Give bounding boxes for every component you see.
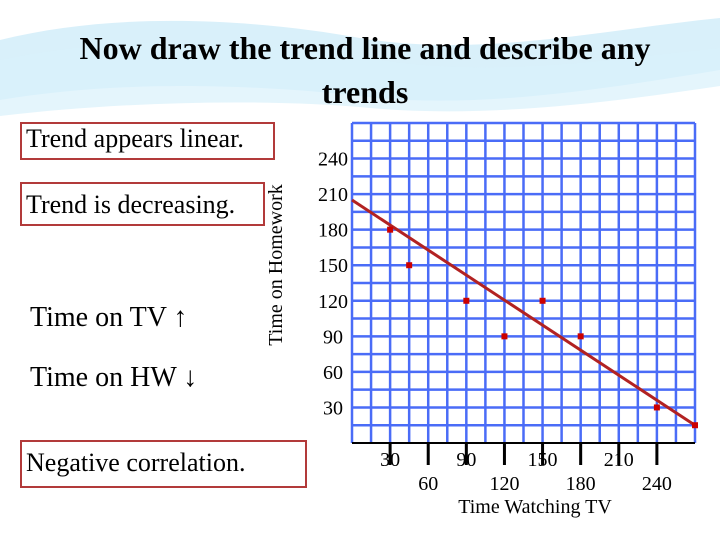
data-point bbox=[692, 422, 698, 429]
y-tick-label: 120 bbox=[318, 291, 348, 313]
trend-linear-note: Trend appears linear. bbox=[20, 122, 275, 160]
y-tick-label: 240 bbox=[318, 149, 348, 171]
page-title-line-2: trends bbox=[321, 74, 409, 110]
title-banner bbox=[0, 18, 720, 116]
x-tick-label: 120 bbox=[489, 473, 519, 495]
arrow-up-icon: ↑ bbox=[173, 302, 188, 333]
y-tick-label: 90 bbox=[323, 326, 343, 348]
y-tick-label: 150 bbox=[318, 255, 348, 277]
data-point bbox=[387, 226, 394, 233]
hw-time-statement: Time on HW ↓ bbox=[30, 362, 197, 394]
data-point bbox=[463, 297, 470, 304]
x-tick-label: 210 bbox=[604, 449, 634, 471]
arrow-down-icon: ↓ bbox=[183, 362, 198, 393]
x-tick-label: 240 bbox=[642, 473, 672, 495]
y-tick-label: 60 bbox=[323, 362, 343, 384]
data-point bbox=[577, 333, 584, 340]
x-tick-label: 150 bbox=[528, 449, 558, 471]
tv-time-statement: Time on TV ↑ bbox=[30, 302, 187, 334]
trend-line bbox=[351, 198, 696, 427]
tv-time-label: Time on TV bbox=[30, 302, 167, 333]
data-point bbox=[653, 404, 660, 411]
trend-decreasing-note: Trend is decreasing. bbox=[20, 182, 265, 226]
data-point bbox=[501, 333, 508, 340]
hw-time-label: Time on HW bbox=[30, 362, 177, 393]
x-tick-label: 90 bbox=[456, 449, 476, 471]
data-point bbox=[539, 297, 546, 304]
x-tick-label: 60 bbox=[418, 473, 438, 495]
data-point bbox=[406, 262, 413, 269]
x-tick-label: 180 bbox=[566, 473, 596, 495]
negative-correlation-note: Negative correlation. bbox=[20, 440, 307, 488]
y-tick-label: 210 bbox=[318, 184, 348, 206]
x-tick-label: 30 bbox=[380, 449, 400, 471]
x-axis-label: Time Watching TV bbox=[458, 496, 612, 518]
page-title-line-1: Now draw the trend line and describe any bbox=[79, 30, 651, 66]
y-tick-label: 180 bbox=[318, 220, 348, 242]
y-tick-label: 30 bbox=[323, 397, 343, 419]
